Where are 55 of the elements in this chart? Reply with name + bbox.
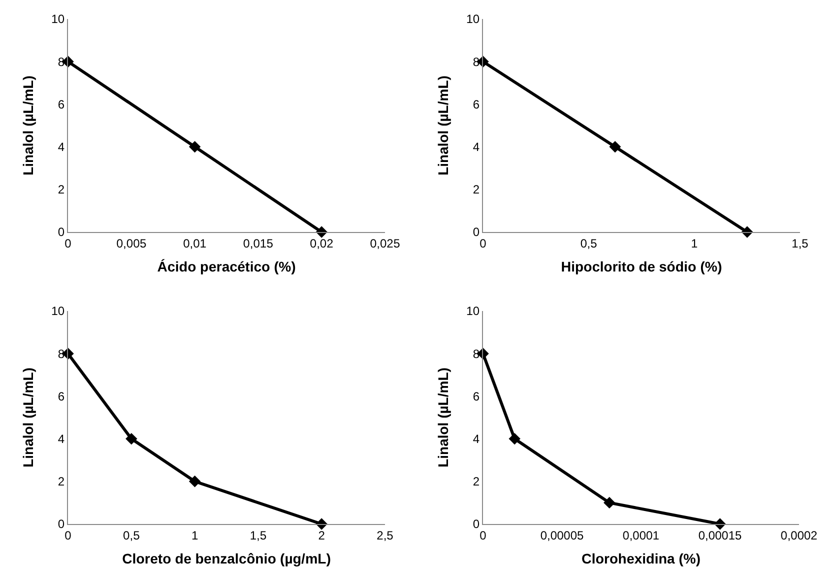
y-tick-label: 6 (58, 97, 65, 112)
x-tick-label: 0,5 (580, 236, 598, 250)
y-tick-label: 6 (472, 389, 480, 404)
y-axis-title: Linalol (µL/mL) (434, 76, 451, 176)
point (604, 496, 616, 509)
x-axis-title: Ácido peracético (%) (157, 258, 296, 275)
y-tick-label: 10 (51, 304, 65, 318)
y-tick-label: 2 (472, 474, 480, 489)
y-tick-label: 10 (466, 304, 480, 318)
x-tick-label: 0,01 (183, 236, 207, 250)
y-tick-label: 8 (472, 346, 480, 361)
x-tick-label: 0,02 (310, 236, 334, 250)
x-tick-label: 0,0001 (622, 528, 660, 542)
y-tick-label: 10 (51, 12, 65, 26)
point (188, 476, 201, 488)
y-tick-label: 2 (472, 182, 480, 197)
x-tick-label: 0,5 (123, 528, 140, 542)
x-tick-label: 1 (191, 528, 198, 542)
x-tick-label: 0,005 (116, 236, 147, 250)
y-tick-label: 6 (58, 389, 65, 404)
x-tick-label: 1,5 (792, 236, 809, 250)
y-tick-label: 4 (58, 432, 65, 446)
x-tick-label: 0,00005 (540, 528, 584, 542)
y-tick-label: 4 (472, 432, 480, 446)
x-tick-label: 0,00015 (698, 528, 742, 542)
y-axis-title: Linalol (µL/mL) (20, 368, 36, 468)
x-tick-label: 1 (690, 236, 698, 250)
y-tick-label: 10 (466, 12, 480, 26)
x-axis-title: Hipoclorito de sódio (%) (561, 258, 722, 275)
y-tick-label: 8 (58, 346, 65, 361)
x-axis-title: Cloreto de benzalcônio (µg/mL) (122, 550, 331, 567)
y-tick-label: 8 (472, 54, 480, 69)
y-axis-title: Linalol (µL/mL) (20, 76, 36, 176)
y-tick-label: 4 (58, 140, 65, 154)
point (609, 140, 621, 153)
x-tick-label: 0,0002 (780, 528, 818, 542)
y-tick-label: 0 (58, 517, 65, 532)
y-tick-label: 6 (472, 97, 480, 112)
y-tick-label: 8 (58, 54, 65, 69)
x-tick-label: 2,5 (376, 528, 394, 542)
x-tick-label: 1,5 (250, 528, 267, 542)
y-tick-label: 4 (472, 140, 480, 154)
point (188, 140, 201, 153)
y-tick-label: 2 (58, 182, 65, 197)
x-tick-label: 0,025 (370, 236, 400, 250)
x-tick-label: 2 (318, 528, 326, 542)
y-tick-label: 2 (58, 474, 65, 489)
y-axis-title: Linalol (µL/mL) (434, 368, 451, 468)
point (126, 432, 138, 445)
x-tick-label: 0,015 (243, 236, 274, 250)
x-axis-title: Clorohexidina (%) (581, 550, 701, 567)
y-tick-label: 0 (472, 225, 480, 240)
y-tick-label: 0 (472, 517, 480, 532)
point (508, 432, 520, 445)
y-tick-label: 0 (58, 225, 65, 240)
